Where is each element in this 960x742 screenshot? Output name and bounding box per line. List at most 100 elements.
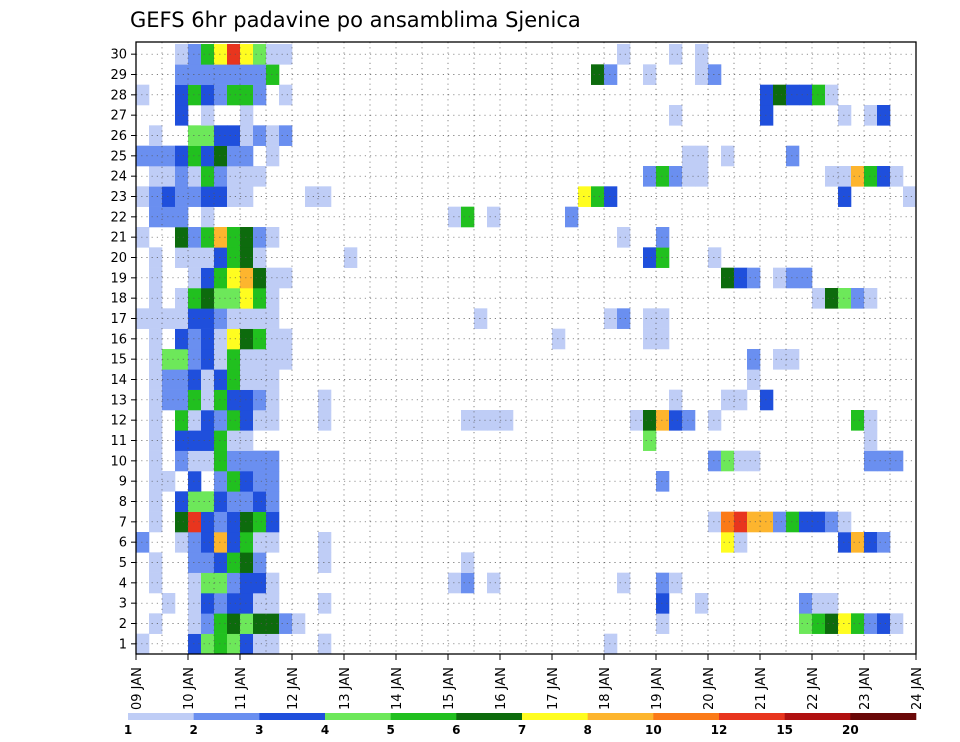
heatmap-cell [461,410,475,431]
heatmap-cell [227,288,241,309]
heatmap-cell [786,511,800,533]
heatmap-cell [149,511,163,533]
heatmap-cell [279,613,293,634]
heatmap-cell [136,227,150,248]
heatmap-cell [656,593,670,614]
colorbar-label: 12 [711,723,728,737]
heatmap-cell [149,125,163,146]
heatmap-cell [279,125,293,146]
heatmap-cell [266,511,280,533]
y-tick-label: 30 [110,48,127,63]
heatmap-cell [864,105,878,126]
heatmap-cell [188,430,202,451]
y-tick-label: 21 [110,231,127,246]
heatmap-cell [643,64,657,85]
heatmap-cell [253,349,267,370]
heatmap-cell [266,491,280,512]
x-tick-label: 13 JAN [338,667,353,710]
heatmap-cell [266,145,280,167]
heatmap-cells [136,44,917,655]
heatmap-cell [188,450,202,472]
heatmap-cell [188,572,202,594]
colorbar-segment [390,713,457,720]
heatmap-cell [227,491,241,512]
heatmap-cell [162,593,176,614]
heatmap-cell [240,145,254,167]
heatmap-cell [149,288,163,309]
heatmap-cell [175,84,189,106]
colorbar-segment [719,713,785,720]
heatmap-cell [201,633,215,655]
heatmap-cell [734,389,748,411]
heatmap-cell [799,511,813,533]
heatmap-cell [175,532,189,553]
y-tick-label: 7 [119,515,127,530]
heatmap-cell [266,328,280,350]
heatmap-cell [721,267,735,289]
heatmap-cell [799,613,813,634]
heatmap-cell [877,450,891,472]
heatmap-cell [240,328,254,350]
heatmap-cell [175,247,189,268]
heatmap-cell [201,491,215,512]
heatmap-cell [201,247,215,268]
heatmap-cell [201,145,215,167]
heatmap-cell [227,166,241,187]
heatmap-cell [734,267,748,289]
heatmap-cell [188,593,202,614]
heatmap-cell [240,369,254,390]
heatmap-cell [760,105,774,126]
heatmap-cell [188,308,202,329]
heatmap-cell [656,227,670,248]
heatmap-cell [162,186,176,207]
heatmap-cell [214,328,228,350]
colorbar-label: 8 [583,723,591,737]
heatmap-cell [188,349,202,370]
heatmap-cell [149,328,163,350]
heatmap-cell [240,105,254,126]
colorbar-label: 5 [386,723,394,737]
heatmap-cell [240,84,254,106]
heatmap-cell [825,613,839,634]
heatmap-cell [175,105,189,126]
heatmap-cell [656,166,670,187]
x-tick-label: 24 JAN [910,667,925,710]
heatmap-cell [695,145,709,167]
y-tick-label: 19 [110,271,127,286]
heatmap-cell [149,186,163,207]
heatmap-cell [253,593,267,614]
heatmap-cell [149,410,163,431]
heatmap-cell [201,267,215,289]
heatmap-cell [149,430,163,451]
heatmap-cell [604,64,618,85]
heatmap-cell [643,410,657,431]
y-tick-label: 13 [110,393,127,408]
y-tick-label: 2 [119,617,127,632]
heatmap-cell [188,44,202,65]
heatmap-cell [773,84,787,106]
heatmap-cell [227,450,241,472]
heatmap-cell [812,613,826,634]
heatmap-cell [760,84,774,106]
heatmap-cell [253,247,267,268]
heatmap-cell [708,450,722,472]
heatmap-cell [318,389,332,411]
heatmap-cell [214,125,228,146]
heatmap-cell [188,288,202,309]
heatmap-cell [838,532,852,553]
heatmap-cell [188,145,202,167]
heatmap-cell [877,166,891,187]
heatmap-cell [175,369,189,390]
heatmap-cell [240,125,254,146]
heatmap-cell [877,105,891,126]
heatmap-cell [214,511,228,533]
y-tick-label: 5 [119,556,127,571]
heatmap-cell [292,613,306,634]
heatmap-cell [266,44,280,65]
heatmap-cell [773,267,787,289]
heatmap-cell [500,410,514,431]
heatmap-cell [266,349,280,370]
heatmap-cell [240,511,254,533]
y-tick-label: 29 [110,68,127,83]
heatmap-cell [162,206,176,228]
